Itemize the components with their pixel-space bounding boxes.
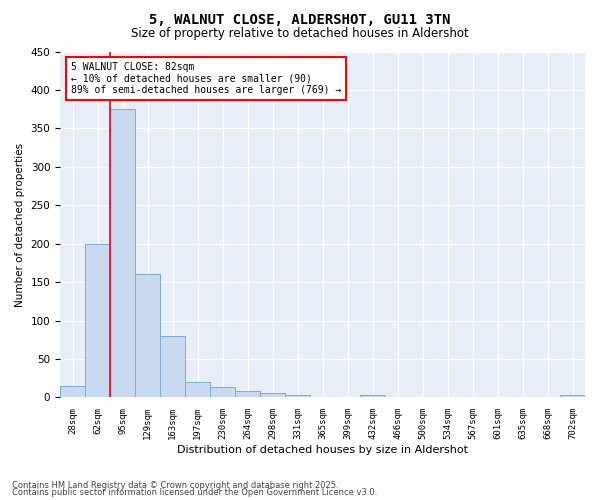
Bar bbox=[85, 244, 110, 398]
Bar bbox=[110, 109, 135, 398]
Bar bbox=[135, 274, 160, 398]
Bar bbox=[560, 395, 585, 398]
Text: Contains HM Land Registry data © Crown copyright and database right 2025.: Contains HM Land Registry data © Crown c… bbox=[12, 480, 338, 490]
Bar bbox=[160, 336, 185, 398]
Bar bbox=[185, 382, 210, 398]
Bar bbox=[210, 386, 235, 398]
Bar bbox=[260, 393, 285, 398]
Bar bbox=[285, 395, 310, 398]
Bar bbox=[360, 395, 385, 398]
Bar bbox=[60, 386, 85, 398]
Text: Size of property relative to detached houses in Aldershot: Size of property relative to detached ho… bbox=[131, 28, 469, 40]
Text: 5 WALNUT CLOSE: 82sqm
← 10% of detached houses are smaller (90)
89% of semi-deta: 5 WALNUT CLOSE: 82sqm ← 10% of detached … bbox=[71, 62, 341, 95]
Y-axis label: Number of detached properties: Number of detached properties bbox=[15, 142, 25, 306]
Text: 5, WALNUT CLOSE, ALDERSHOT, GU11 3TN: 5, WALNUT CLOSE, ALDERSHOT, GU11 3TN bbox=[149, 12, 451, 26]
Bar bbox=[235, 392, 260, 398]
X-axis label: Distribution of detached houses by size in Aldershot: Distribution of detached houses by size … bbox=[177, 445, 468, 455]
Text: Contains public sector information licensed under the Open Government Licence v3: Contains public sector information licen… bbox=[12, 488, 377, 497]
